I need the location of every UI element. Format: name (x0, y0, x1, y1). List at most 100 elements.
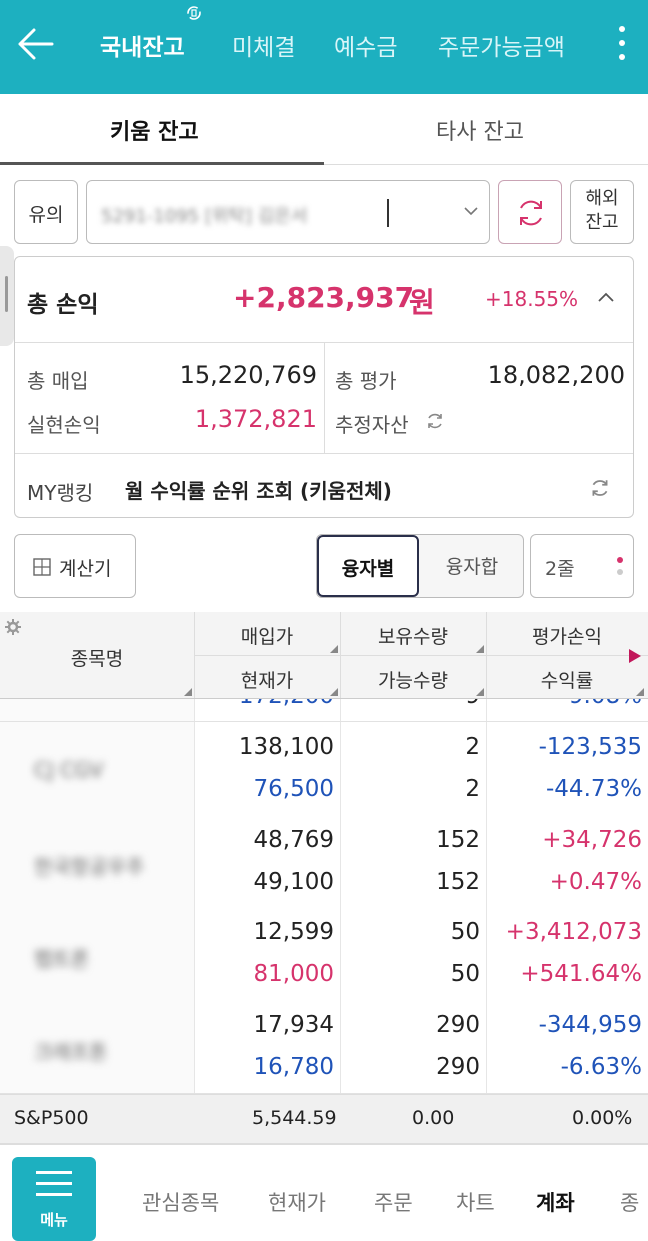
gear-icon[interactable] (4, 618, 22, 636)
back-arrow-icon[interactable] (14, 22, 58, 66)
divider (340, 699, 341, 721)
lines-select[interactable]: 2줄 (530, 534, 634, 598)
total-buy-value: 15,220,769 (179, 361, 317, 389)
ranking-link[interactable]: 월 수익률 순위 조회 (키움전체) (125, 479, 392, 503)
return-rate: -44.73% (546, 776, 642, 802)
loan-toggle: 융자별 융자합 (316, 534, 524, 598)
nav-watchlist[interactable]: 관심종목 (142, 1191, 220, 1215)
col-return-rate[interactable]: 수익률 (540, 670, 594, 692)
bottom-navigation: 메뉴 관심종목 현재가 주문 차트 계좌 종 (0, 1144, 648, 1241)
nav-order[interactable]: 주문 (374, 1191, 413, 1215)
tab-other-broker-balance[interactable]: 타사 잔고 (436, 120, 524, 145)
col-stock-name[interactable]: 종목명 (70, 648, 124, 670)
text-cursor (387, 199, 389, 227)
nav-more[interactable]: 종 (620, 1191, 640, 1215)
total-eval-value: 18,082,200 (487, 361, 625, 389)
index-name: S&P500 (14, 1107, 89, 1129)
table-row[interactable]: 펩트론 12,599 50 +3,412,073 81,000 50 +541.… (0, 907, 648, 1001)
divider (340, 722, 341, 815)
current-price: 81,000 (253, 961, 334, 987)
notice-button[interactable]: 유의 (14, 180, 78, 244)
sort-indicator (184, 688, 192, 696)
available-qty: 9 (340, 699, 480, 709)
calculator-icon (33, 558, 51, 576)
divider (324, 343, 325, 453)
tab-kiwoom-balance[interactable]: 키움 잔고 (110, 120, 199, 145)
available-qty: 2 (465, 776, 480, 802)
divider (340, 907, 341, 1000)
table-row[interactable]: CJ CGV 138,100 2 -123,535 76,500 2 -44.7… (0, 722, 648, 816)
my-ranking-label: MY랭킹 (27, 481, 94, 505)
total-eval-label: 총 평가 (335, 369, 397, 393)
divider (15, 453, 633, 454)
return-rate: +541.64% (520, 961, 642, 987)
account-number: 5291-1095 [위탁] 김은서 (101, 206, 308, 227)
divider (486, 907, 487, 1000)
return-rate: -6.63% (560, 1054, 642, 1080)
divider (486, 815, 487, 907)
available-qty: 290 (436, 1054, 480, 1080)
holding-qty: 290 (436, 1012, 480, 1038)
nav-current-price[interactable]: 현재가 (268, 1191, 326, 1215)
divider (194, 655, 648, 656)
divider (486, 699, 487, 721)
holding-qty: 2 (465, 734, 480, 760)
side-drawer-handle[interactable] (0, 246, 14, 346)
stock-name: 한국항공우주 (34, 855, 145, 879)
current-price: 49,100 (253, 869, 334, 895)
lines-label: 2줄 (545, 558, 575, 580)
total-pl-value: +2,823,937 (233, 281, 415, 314)
calculator-button[interactable]: 계산기 (14, 534, 136, 598)
refresh-icon[interactable] (589, 477, 611, 499)
account-select[interactable]: 5291-1095 [위탁] 김은서 (86, 180, 490, 244)
menu-label: 메뉴 (40, 1211, 68, 1229)
eval-pl: +3,412,073 (505, 919, 642, 945)
divider (486, 1000, 487, 1093)
col-current-price[interactable]: 현재가 (240, 670, 294, 692)
col-eval-pl[interactable]: 평가손익 (532, 626, 602, 648)
nav-chart[interactable]: 차트 (456, 1191, 495, 1215)
index-ticker-bar[interactable]: S&P500 5,544.59 0.00 0.00% (0, 1094, 648, 1144)
sort-indicator (636, 688, 644, 696)
nav-account[interactable]: 계좌 (536, 1191, 575, 1215)
col-available-qty[interactable]: 가능수량 (378, 670, 448, 692)
table-row[interactable]: 한국항공우주 48,769 152 +34,726 49,100 152 +0.… (0, 815, 648, 908)
col-holding-qty[interactable]: 보유수량 (378, 626, 448, 648)
more-menu-icon[interactable] (612, 22, 632, 66)
refresh-icon[interactable] (425, 411, 445, 431)
toggle-loan-sum[interactable]: 융자합 (445, 556, 499, 578)
toggle-by-loan[interactable]: 융자별 (317, 535, 419, 597)
table-row[interactable]: 크래프톤 17,934 290 -344,959 16,780 290 -6.6… (0, 1000, 648, 1094)
index-rate: 0.00% (572, 1107, 633, 1129)
menu-button[interactable]: 메뉴 (12, 1157, 96, 1241)
tab-orderable-amount[interactable]: 주문가능금액 (438, 35, 565, 61)
refresh-icon (520, 200, 542, 226)
current-price: 76,500 (253, 776, 334, 802)
sort-indicator (330, 688, 338, 696)
eval-pl: -123,535 (538, 734, 642, 760)
col-buy-price[interactable]: 매입가 (240, 626, 294, 648)
return-rate: -9.08% (486, 699, 642, 709)
total-pl-unit: 원 (409, 286, 435, 319)
index-change: 0.00 (412, 1107, 455, 1129)
realized-pl-value: 1,372,821 (194, 405, 317, 433)
holding-qty: 50 (450, 919, 480, 945)
stock-name: CJ CGV (34, 758, 104, 782)
refresh-button[interactable] (498, 180, 562, 244)
index-value: 5,544.59 (252, 1107, 337, 1129)
tab-domestic-balance[interactable]: 국내잔고 (100, 35, 185, 61)
table-row-partial[interactable]: 172,200 9 -9.08% (0, 699, 648, 722)
sync-icon (187, 6, 201, 20)
tab-deposit[interactable]: 예수금 (334, 35, 398, 61)
tab-unfilled[interactable]: 미체결 (232, 35, 296, 61)
calculator-label: 계산기 (59, 558, 112, 580)
divider (340, 815, 341, 907)
divider (15, 342, 633, 343)
balance-subtabs: 키움 잔고 타사 잔고 (0, 94, 648, 165)
overseas-balance-button[interactable]: 해외 잔고 (570, 180, 634, 244)
dot-indicator (617, 569, 623, 575)
divider (340, 1000, 341, 1093)
chevron-up-icon[interactable] (597, 291, 615, 303)
scroll-right-icon[interactable] (628, 648, 642, 664)
dot-indicator (617, 557, 623, 563)
